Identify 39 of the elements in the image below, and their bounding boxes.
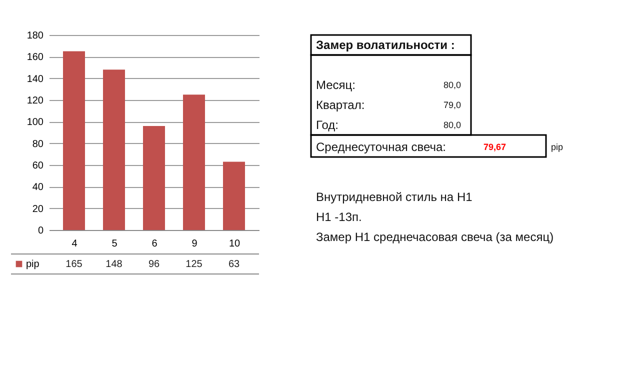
data-label: 63 (228, 259, 240, 270)
text: pip (551, 142, 564, 152)
y-tick-label: 60 (32, 160, 44, 172)
x-tick-label: 9 (192, 238, 198, 250)
y-tick-label: 100 (26, 117, 44, 128)
text: Замер волатильности : (316, 38, 455, 52)
text: H1 -13п. (316, 210, 362, 224)
text: Месяц: (316, 78, 356, 92)
text: Внутридневной стиль на H1 (316, 190, 473, 204)
bar (223, 162, 245, 230)
y-tick-label: 180 (26, 30, 44, 42)
legend-label: pip (26, 259, 40, 270)
bar (63, 51, 85, 230)
x-tick-label: 10 (228, 238, 240, 250)
bar (103, 70, 125, 230)
y-tick-label: 20 (32, 204, 44, 215)
text: 79,0 (443, 100, 461, 110)
text: Замер H1 среднечасовая свеча (за месяц) (316, 230, 554, 244)
text: Год: (316, 118, 338, 132)
text: Квартал: (316, 98, 365, 112)
y-tick-label: 80 (32, 138, 44, 150)
data-label: 96 (148, 259, 160, 270)
data-label: 125 (186, 259, 203, 270)
text: Среднесуточная свеча: (316, 140, 446, 154)
bar (183, 94, 205, 230)
y-tick-label: 40 (32, 182, 44, 194)
text: 80,0 (443, 120, 461, 130)
x-tick-label: 4 (72, 238, 78, 250)
y-tick-label: 160 (26, 52, 44, 64)
text: 79,67 (483, 142, 506, 152)
text: 80,0 (443, 80, 461, 90)
bar (143, 126, 165, 230)
x-tick-label: 5 (112, 238, 118, 250)
y-tick-label: 0 (38, 226, 44, 236)
data-label: 165 (66, 259, 83, 270)
x-tick-label: 6 (152, 238, 158, 250)
y-tick-label: 120 (26, 96, 44, 106)
data-label: 148 (106, 259, 123, 270)
y-tick-label: 140 (26, 74, 44, 85)
